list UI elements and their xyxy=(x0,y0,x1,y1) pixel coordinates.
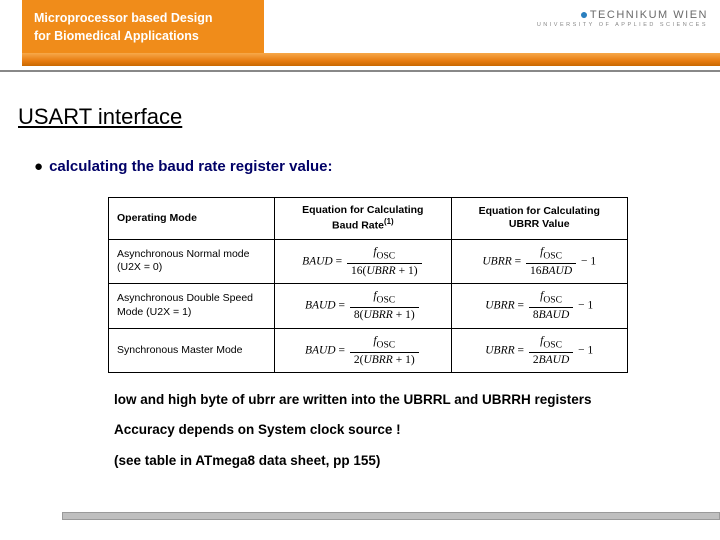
logo-brand: ●TECHNIKUM WIEN xyxy=(537,6,708,22)
mode-cell: Asynchronous Double SpeedMode (U2X = 1) xyxy=(109,284,275,328)
slide-header: Microprocessor based Design for Biomedic… xyxy=(0,0,720,72)
col-header-baud: Equation for Calculating Baud Rate(1) xyxy=(275,198,451,240)
page-title: USART interface xyxy=(18,104,702,130)
table-header-row: Operating Mode Equation for Calculating … xyxy=(109,198,628,240)
header-line-2: for Biomedical Applications xyxy=(34,28,252,46)
baud-eq-cell: BAUD = fOSC16(UBRR + 1) xyxy=(275,239,451,283)
ubrr-eq-cell: UBRR = fOSC8BAUD − 1 xyxy=(451,284,627,328)
bullet-icon: ● xyxy=(34,158,43,175)
baud-eq-cell: BAUD = fOSC2(UBRR + 1) xyxy=(275,328,451,372)
note-1: low and high byte of ubrr are written in… xyxy=(114,391,702,409)
table-row: Asynchronous Normal mode(U2X = 0)BAUD = … xyxy=(109,239,628,283)
header-line-1: Microprocessor based Design xyxy=(34,10,252,28)
content: USART interface ● calculating the baud ra… xyxy=(0,72,720,470)
note-3: (see table in ATmega8 data sheet, pp 155… xyxy=(114,452,702,470)
table-row: Asynchronous Double SpeedMode (U2X = 1)B… xyxy=(109,284,628,328)
mode-cell: Synchronous Master Mode xyxy=(109,328,275,372)
col-header-mode: Operating Mode xyxy=(109,198,275,240)
table-row: Synchronous Master ModeBAUD = fOSC2(UBRR… xyxy=(109,328,628,372)
logo-text: TECHNIKUM WIEN xyxy=(590,9,708,21)
mode-cell: Asynchronous Normal mode(U2X = 0) xyxy=(109,239,275,283)
notes: low and high byte of ubrr are written in… xyxy=(114,391,702,470)
logo-subtitle: UNIVERSITY OF APPLIED SCIENCES xyxy=(537,22,708,28)
logo: ●TECHNIKUM WIEN UNIVERSITY OF APPLIED SC… xyxy=(537,6,708,28)
baud-eq-cell: BAUD = fOSC8(UBRR + 1) xyxy=(275,284,451,328)
bullet-text: calculating the baud rate register value… xyxy=(49,158,332,175)
header-title-tab: Microprocessor based Design for Biomedic… xyxy=(22,0,264,53)
ubrr-eq-cell: UBRR = fOSC2BAUD − 1 xyxy=(451,328,627,372)
bullet-line: ● calculating the baud rate register valu… xyxy=(34,158,702,175)
ubrr-eq-cell: UBRR = fOSC16BAUD − 1 xyxy=(451,239,627,283)
col-header-ubrr: Equation for Calculating UBRR Value xyxy=(451,198,627,240)
header-orange-bar xyxy=(22,53,720,66)
footer-bar xyxy=(62,512,720,520)
note-2: Accuracy depends on System clock source … xyxy=(114,421,702,439)
equation-table: Operating Mode Equation for Calculating … xyxy=(108,197,628,373)
